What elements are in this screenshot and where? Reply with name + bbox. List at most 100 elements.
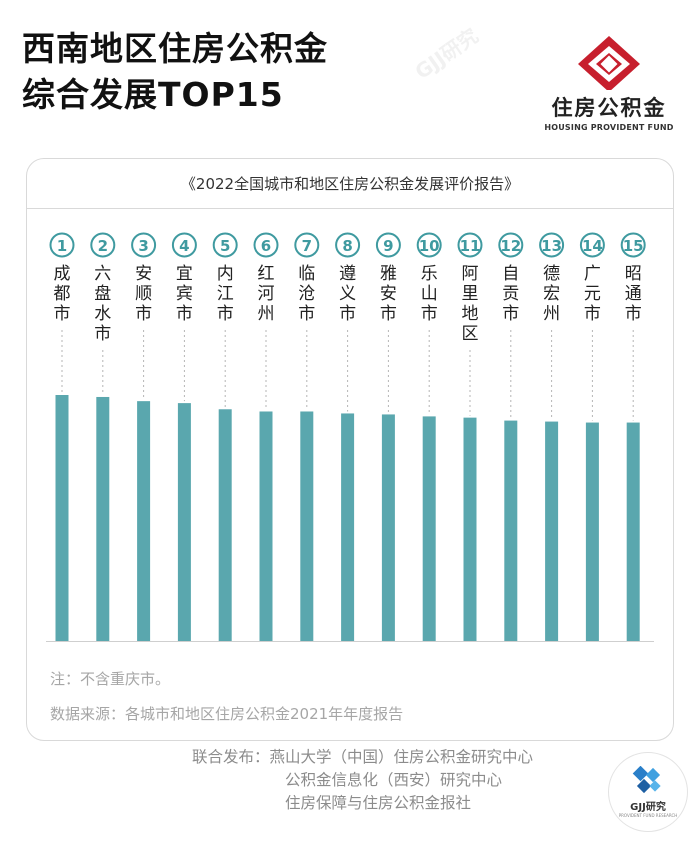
rank-number: 15 bbox=[623, 237, 644, 255]
category-label-char: 遵 bbox=[339, 264, 356, 284]
rank-circle bbox=[620, 232, 646, 258]
rank-number: 5 bbox=[220, 237, 230, 255]
category-label-char: 市 bbox=[54, 304, 71, 324]
bar bbox=[55, 395, 69, 641]
bar bbox=[463, 417, 477, 641]
publisher-row-3: 住房保障与住房公积金报社 bbox=[192, 792, 533, 815]
category-label-char: 雅 bbox=[380, 264, 397, 284]
category-label-char: 义 bbox=[339, 284, 356, 304]
category-label-char: 市 bbox=[217, 304, 234, 324]
logo-english: HOUSING PROVIDENT FUND bbox=[544, 123, 674, 132]
bar bbox=[422, 416, 436, 641]
rank-number: 1 bbox=[57, 237, 67, 255]
category-label-char: 顺 bbox=[135, 284, 152, 304]
category-label-char: 市 bbox=[135, 304, 152, 324]
category-label-char: 六 bbox=[94, 264, 111, 284]
bar bbox=[545, 421, 559, 641]
category-label-char: 市 bbox=[502, 304, 519, 324]
rank-number: 2 bbox=[98, 237, 108, 255]
publisher-3: 住房保障与住房公积金报社 bbox=[285, 794, 472, 812]
rank-circle bbox=[416, 232, 442, 258]
publisher-row-1: 联合发布：燕山大学（中国）住房公积金研究中心 bbox=[192, 746, 533, 769]
category-label-char: 临 bbox=[298, 264, 315, 284]
bar bbox=[137, 401, 151, 641]
category-label: 红河州 bbox=[258, 264, 275, 324]
category-label-char: 贡 bbox=[502, 284, 519, 304]
rank-circle bbox=[375, 232, 401, 258]
rank-circle bbox=[253, 232, 279, 258]
bar bbox=[96, 396, 110, 641]
rank-number: 10 bbox=[419, 237, 440, 255]
bar bbox=[504, 420, 518, 641]
badge-title: GJJ研究 bbox=[630, 802, 666, 813]
bar bbox=[177, 403, 191, 641]
category-label-char: 德 bbox=[543, 264, 560, 284]
category-label-char: 市 bbox=[94, 324, 111, 344]
bar bbox=[300, 411, 314, 641]
rank-circle bbox=[498, 232, 524, 258]
publishers: 联合发布：燕山大学（中国）住房公积金研究中心 公积金信息化（西安）研究中心 住房… bbox=[192, 746, 533, 815]
category-label-char: 盘 bbox=[94, 284, 111, 304]
category-label: 六盘水市 bbox=[94, 264, 111, 344]
category-label: 自贡市 bbox=[502, 264, 519, 324]
category-label-char: 宏 bbox=[543, 284, 560, 304]
bar bbox=[585, 422, 599, 641]
rank-number: 7 bbox=[302, 237, 312, 255]
category-label: 临沧市 bbox=[298, 264, 315, 324]
category-label-char: 安 bbox=[380, 284, 397, 304]
category-label-char: 乐 bbox=[421, 264, 438, 284]
housing-fund-logo-icon bbox=[578, 36, 640, 90]
rank-circle bbox=[49, 232, 75, 258]
category-label-char: 宜 bbox=[176, 264, 193, 284]
category-label: 遵义市 bbox=[339, 264, 356, 324]
category-label: 德宏州 bbox=[543, 264, 560, 324]
category-label: 宜宾市 bbox=[176, 264, 193, 324]
category-label-char: 沧 bbox=[298, 284, 315, 304]
category-label-char: 自 bbox=[502, 264, 519, 284]
category-label-char: 宾 bbox=[176, 284, 193, 304]
category-label-char: 山 bbox=[421, 284, 438, 304]
title-line-2: 综合发展TOP15 bbox=[22, 75, 284, 114]
rank-number: 9 bbox=[383, 237, 393, 255]
data-source: 数据来源：各城市和地区住房公积金2021年年度报告 bbox=[50, 705, 404, 723]
category-label-char: 市 bbox=[176, 304, 193, 324]
bar bbox=[341, 413, 355, 641]
category-label: 广元市 bbox=[584, 264, 601, 324]
rank-circle bbox=[90, 232, 116, 258]
category-label-char: 昭 bbox=[625, 264, 642, 284]
category-label-char: 州 bbox=[258, 304, 275, 324]
rank-number: 12 bbox=[500, 237, 521, 255]
rank-number: 6 bbox=[261, 237, 271, 255]
publisher-row-2: 公积金信息化（西安）研究中心 bbox=[192, 769, 533, 792]
category-label: 乐山市 bbox=[421, 264, 438, 324]
bar bbox=[626, 422, 640, 641]
gjj-research-badge: GJJ研究 PROVIDENT FUND RESEARCH bbox=[608, 752, 688, 832]
category-label-char: 广 bbox=[584, 264, 601, 284]
housing-fund-logo: 住房公积金 HOUSING PROVIDENT FUND bbox=[540, 34, 678, 132]
gjj-research-logo-icon bbox=[632, 766, 661, 794]
bar bbox=[259, 411, 273, 641]
category-label: 成都市 bbox=[54, 264, 71, 324]
publisher-2: 公积金信息化（西安）研究中心 bbox=[285, 771, 503, 789]
category-label-char: 河 bbox=[258, 284, 275, 304]
rank-number: 14 bbox=[582, 237, 603, 255]
publishers-label: 联合发布： bbox=[192, 748, 270, 766]
report-title: 《2022全国城市和地区住房公积金发展评价报告》 bbox=[27, 159, 673, 209]
badge-subtitle: PROVIDENT FUND RESEARCH bbox=[618, 813, 678, 818]
rank-circle bbox=[539, 232, 565, 258]
category-label-char: 市 bbox=[584, 304, 601, 324]
rank-circle bbox=[335, 232, 361, 258]
rank-circle bbox=[457, 232, 483, 258]
category-label-char: 地 bbox=[462, 304, 479, 324]
category-label-char: 市 bbox=[339, 304, 356, 324]
rank-circle bbox=[294, 232, 320, 258]
logo-name: 住房公积金 bbox=[551, 96, 667, 120]
category-label-char: 安 bbox=[135, 264, 152, 284]
publisher-1: 燕山大学（中国）住房公积金研究中心 bbox=[269, 748, 534, 766]
rank-circle bbox=[579, 232, 605, 258]
category-label-char: 市 bbox=[625, 304, 642, 324]
category-label: 雅安市 bbox=[380, 264, 397, 324]
chart-note: 注：不含重庆市。 bbox=[50, 670, 171, 688]
bar bbox=[218, 409, 232, 641]
rank-number: 8 bbox=[342, 237, 352, 255]
